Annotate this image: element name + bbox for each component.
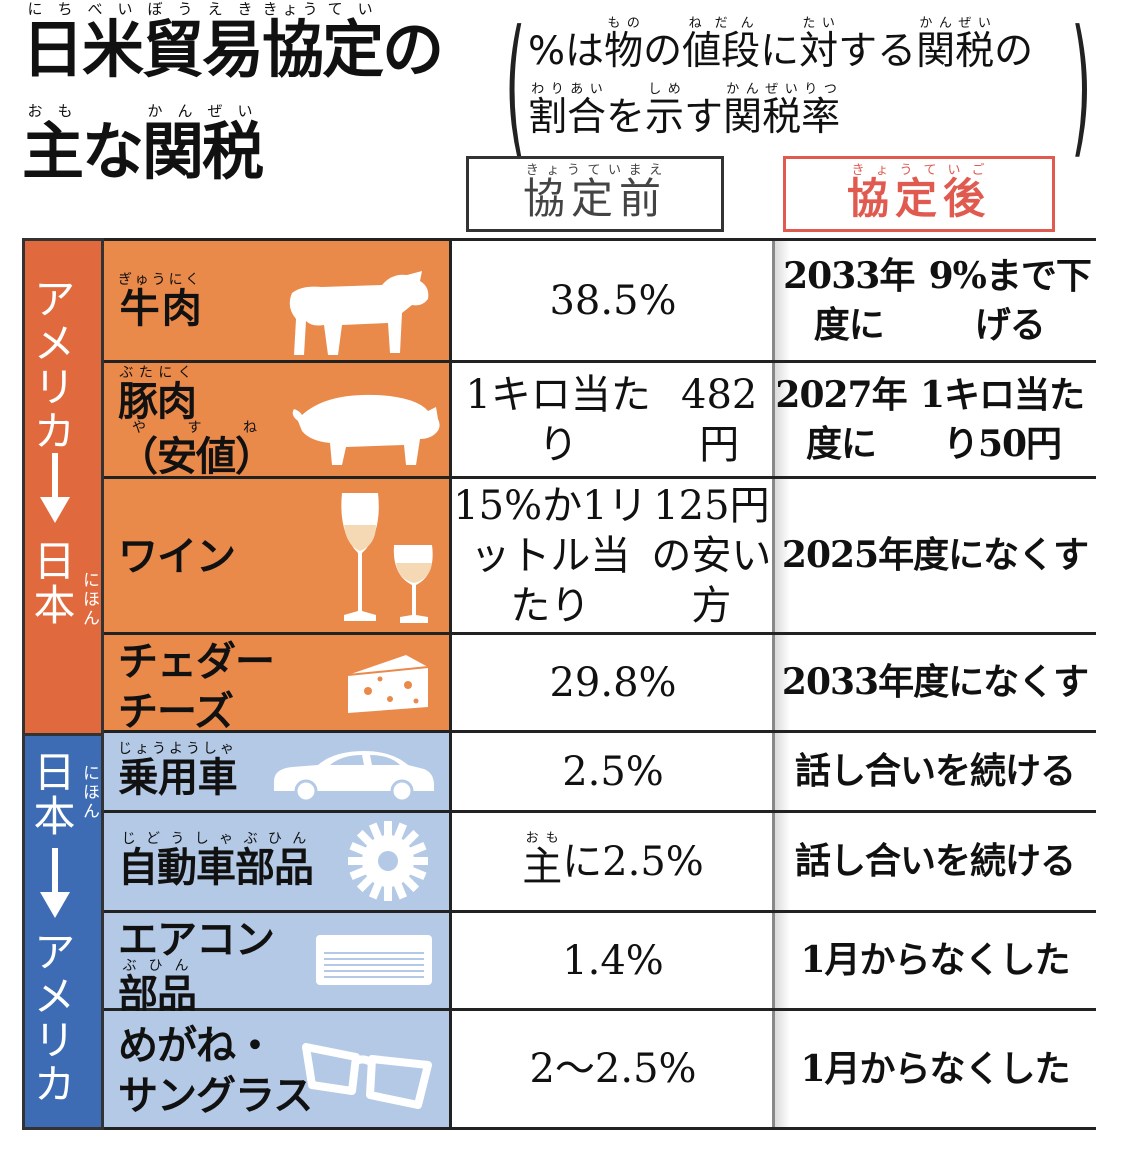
open-paren: (	[505, 0, 526, 173]
after-cell: 1月からなくした	[800, 939, 1070, 982]
column-shade	[774, 813, 790, 910]
item-label: ワイン	[118, 534, 236, 580]
before-cell: 15%か1リットル当たり 125円の安い方	[453, 482, 772, 629]
page-title: 日にち米べい貿ぼう易えき協きょう定ていの	[22, 0, 444, 86]
column-shade	[774, 241, 790, 360]
wine-icon	[332, 489, 442, 633]
item-label: チェダー チーズ	[118, 639, 275, 735]
before-cell: 1キロ当たり 482円	[465, 371, 758, 468]
item-label: 豚肉ぶたにく （安値）やすね	[118, 365, 275, 480]
after-cell: 2027年度に 1キロ当たり50円	[775, 373, 1085, 465]
item-cell: エアコン 部品ぶひん	[104, 913, 452, 1018]
column-divider	[772, 635, 775, 730]
column-shade	[774, 733, 790, 810]
table-row: めがね・ サングラス 2〜2.5% 1月からなくした	[104, 1011, 1096, 1130]
note-line-1: %は物ものの値段ねだんに対たいする関税かんぜいの	[528, 16, 1034, 74]
note-line-2: 割合わりあいを示しめす関税率かんぜいりつ	[528, 82, 841, 141]
column-shade	[774, 479, 790, 632]
item-label: エアコン 部品ぶひん	[118, 917, 275, 1018]
column-divider	[772, 1011, 775, 1127]
before-cell: 2〜2.5%	[529, 1046, 697, 1092]
tariff-note: ( ) %は物ものの値段ねだんに対たいする関税かんぜいの 割合わりあいを示しめす…	[505, 0, 1092, 173]
group-from-label: アメリカ	[27, 277, 76, 453]
column-divider	[772, 813, 775, 910]
tariff-table: アメリカ 日本 にほん 日本 にほん アメリカ 牛肉ぎゅうにく 38.5% 2033…	[22, 238, 1096, 1130]
table-row: チェダー チーズ 29.8% 2033年度になくす	[104, 635, 1096, 735]
before-cell: 1.4%	[562, 937, 664, 984]
table-row: 乗用車じょうようしゃ 2.5% 話し合いを続ける	[104, 733, 1096, 813]
table-row: ワイン 15%か1リットル当たり 125円の安い方 2025年度になくす	[104, 479, 1096, 635]
after-cell: 2025年度になくす	[781, 534, 1089, 577]
before-cell: 主おも に2.5%	[522, 831, 704, 890]
column-shade	[774, 635, 790, 730]
gear-icon	[348, 821, 428, 905]
table-row: 牛肉ぎゅうにく 38.5% 2033年度に 9%まで下げる	[104, 238, 1096, 363]
after-cell: 2033年度になくす	[781, 661, 1089, 704]
group-band-japan-to-us: 日本 にほん アメリカ	[22, 733, 104, 1130]
column-divider	[772, 913, 775, 1008]
cow-icon	[282, 263, 432, 367]
column-shade	[774, 913, 790, 1008]
item-cell: ワイン	[104, 479, 452, 632]
group-from-label: 日本	[27, 750, 76, 838]
column-divider	[772, 733, 775, 810]
item-label: めがね・ サングラス	[118, 1022, 313, 1119]
item-label: 乗用車じょうようしゃ	[118, 741, 238, 801]
cheese-icon	[344, 649, 434, 723]
column-shade	[774, 1011, 790, 1127]
column-divider	[772, 241, 775, 360]
pig-icon	[286, 381, 446, 475]
after-cell: 2033年度に 9%まで下げる	[783, 254, 1092, 346]
item-cell: 自動車部品じどうしゃぶひん	[104, 813, 452, 910]
item-label: 牛肉ぎゅうにく	[118, 271, 203, 332]
note-text: %は物ものの値段ねだんに対たいする関税かんぜいの 割合わりあいを示しめす関税率か…	[528, 16, 1068, 149]
table-row: 豚肉ぶたにく （安値）やすね 1キロ当たり 482円 2027年度に 1キロ当たり50円	[104, 363, 1096, 480]
item-cell: めがね・ サングラス	[104, 1011, 452, 1127]
item-cell: 豚肉ぶたにく （安値）やすね	[104, 363, 452, 480]
before-cell: 2.5%	[562, 748, 664, 795]
column-divider	[772, 363, 775, 476]
table-row: 自動車部品じどうしゃぶひん 主おも に2.5% 話し合いを続ける	[104, 813, 1096, 913]
group-from-ruby: にほん	[79, 764, 99, 821]
table-row: エアコン 部品ぶひん 1.4% 1月からなくした	[104, 913, 1096, 1018]
close-paren: )	[1071, 0, 1092, 173]
item-cell: チェダー チーズ	[104, 635, 452, 735]
arrow-down-icon	[40, 848, 70, 918]
glasses-icon	[300, 1035, 440, 1119]
header-after-agreement: 協定後きょうていご	[783, 156, 1055, 232]
after-cell: 1月からなくした	[800, 1047, 1070, 1090]
item-cell: 乗用車じょうようしゃ	[104, 733, 452, 810]
header-before-agreement: 協定前きょうていまえ	[466, 156, 724, 232]
column-shade	[774, 363, 790, 476]
group-to-label: 日本	[27, 539, 76, 627]
page-subtitle: 主おもな関かん税ぜい	[22, 102, 264, 188]
air-conditioner-icon	[314, 933, 434, 997]
after-cell: 話し合いを続ける	[794, 750, 1076, 793]
car-icon	[268, 743, 438, 807]
arrow-down-icon	[40, 453, 70, 523]
group-to-ruby: にほん	[79, 571, 99, 628]
before-cell: 38.5%	[549, 277, 677, 324]
before-cell: 29.8%	[549, 659, 677, 706]
after-cell: 話し合いを続ける	[794, 840, 1076, 883]
item-cell: 牛肉ぎゅうにく	[104, 241, 452, 360]
group-to-label: アメリカ	[27, 930, 76, 1106]
group-band-us-to-japan: アメリカ 日本 にほん	[22, 238, 104, 733]
column-divider	[772, 479, 775, 632]
item-label: 自動車部品じどうしゃぶひん	[118, 831, 314, 891]
